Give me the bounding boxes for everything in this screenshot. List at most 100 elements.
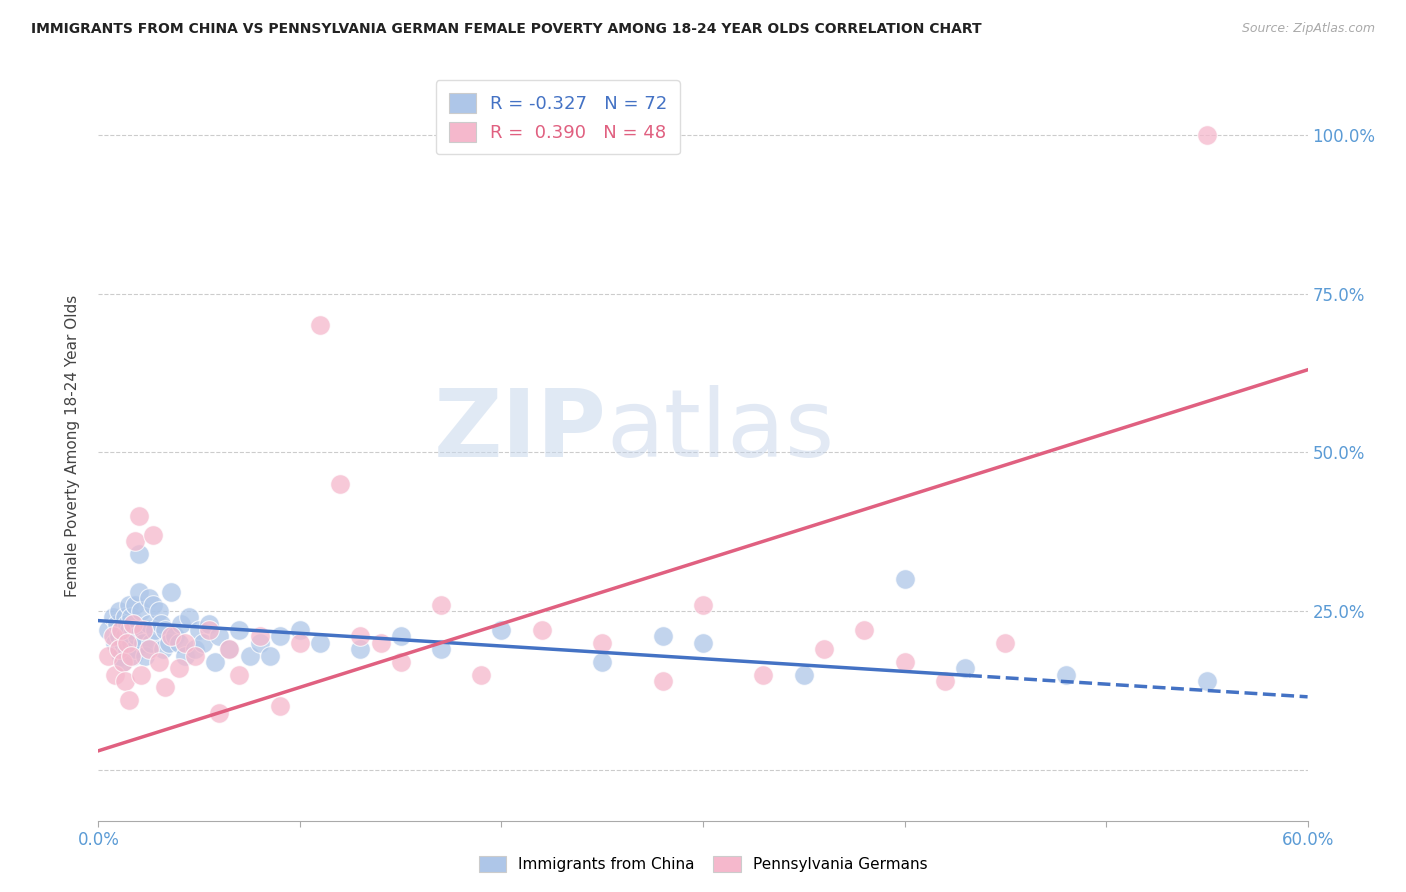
Point bbox=[218, 642, 240, 657]
Point bbox=[124, 642, 146, 657]
Point bbox=[288, 636, 311, 650]
Point bbox=[110, 623, 132, 637]
Point bbox=[651, 630, 673, 644]
Point bbox=[101, 610, 124, 624]
Legend: R = -0.327   N = 72, R =  0.390   N = 48: R = -0.327 N = 72, R = 0.390 N = 48 bbox=[436, 80, 681, 154]
Point bbox=[138, 616, 160, 631]
Point bbox=[793, 667, 815, 681]
Point bbox=[129, 604, 152, 618]
Point bbox=[288, 623, 311, 637]
Point bbox=[752, 667, 775, 681]
Point bbox=[118, 598, 141, 612]
Point bbox=[111, 655, 134, 669]
Point bbox=[813, 642, 835, 657]
Point bbox=[160, 585, 183, 599]
Point bbox=[142, 598, 165, 612]
Point bbox=[853, 623, 876, 637]
Point bbox=[120, 610, 142, 624]
Point bbox=[101, 630, 124, 644]
Point bbox=[121, 648, 143, 663]
Point bbox=[152, 642, 174, 657]
Point bbox=[121, 623, 143, 637]
Point bbox=[124, 598, 146, 612]
Point bbox=[107, 642, 129, 657]
Point bbox=[132, 636, 155, 650]
Point bbox=[329, 477, 352, 491]
Point bbox=[249, 630, 271, 644]
Point bbox=[129, 667, 152, 681]
Point bbox=[198, 616, 221, 631]
Point bbox=[148, 604, 170, 618]
Point bbox=[107, 630, 129, 644]
Point bbox=[157, 636, 180, 650]
Point bbox=[389, 630, 412, 644]
Point bbox=[651, 673, 673, 688]
Point bbox=[591, 655, 613, 669]
Point bbox=[153, 623, 176, 637]
Point bbox=[107, 604, 129, 618]
Point bbox=[188, 623, 211, 637]
Point bbox=[184, 648, 207, 663]
Point bbox=[110, 648, 132, 663]
Point bbox=[148, 655, 170, 669]
Point bbox=[530, 623, 553, 637]
Point bbox=[115, 642, 138, 657]
Point bbox=[349, 630, 371, 644]
Point bbox=[149, 616, 172, 631]
Point bbox=[591, 636, 613, 650]
Point bbox=[934, 673, 956, 688]
Point bbox=[228, 667, 250, 681]
Point bbox=[430, 642, 453, 657]
Point bbox=[198, 623, 221, 637]
Point bbox=[107, 642, 129, 657]
Point bbox=[1054, 667, 1077, 681]
Point bbox=[128, 585, 150, 599]
Point bbox=[167, 636, 190, 650]
Point bbox=[160, 630, 183, 644]
Point bbox=[692, 636, 714, 650]
Point bbox=[389, 655, 412, 669]
Point bbox=[97, 648, 120, 663]
Point bbox=[111, 655, 134, 669]
Point bbox=[228, 623, 250, 637]
Point bbox=[120, 648, 142, 663]
Point bbox=[128, 508, 150, 523]
Point bbox=[309, 318, 332, 333]
Point bbox=[370, 636, 392, 650]
Text: Source: ZipAtlas.com: Source: ZipAtlas.com bbox=[1241, 22, 1375, 36]
Text: ZIP: ZIP bbox=[433, 385, 606, 477]
Point bbox=[204, 655, 226, 669]
Point bbox=[692, 598, 714, 612]
Y-axis label: Female Poverty Among 18-24 Year Olds: Female Poverty Among 18-24 Year Olds bbox=[65, 295, 80, 597]
Point bbox=[259, 648, 281, 663]
Point bbox=[430, 598, 453, 612]
Point bbox=[125, 630, 148, 644]
Point bbox=[309, 636, 332, 650]
Legend: Immigrants from China, Pennsylvania Germans: Immigrants from China, Pennsylvania Germ… bbox=[471, 848, 935, 880]
Point bbox=[132, 623, 155, 637]
Point bbox=[269, 699, 291, 714]
Point bbox=[1195, 128, 1218, 142]
Point bbox=[111, 636, 134, 650]
Point bbox=[114, 630, 136, 644]
Point bbox=[249, 636, 271, 650]
Point bbox=[114, 610, 136, 624]
Point bbox=[218, 642, 240, 657]
Point bbox=[167, 661, 190, 675]
Point bbox=[118, 693, 141, 707]
Point bbox=[138, 591, 160, 606]
Point bbox=[893, 572, 915, 586]
Point bbox=[118, 623, 141, 637]
Point bbox=[114, 673, 136, 688]
Text: IMMIGRANTS FROM CHINA VS PENNSYLVANIA GERMAN FEMALE POVERTY AMONG 18-24 YEAR OLD: IMMIGRANTS FROM CHINA VS PENNSYLVANIA GE… bbox=[31, 22, 981, 37]
Point bbox=[269, 630, 291, 644]
Point bbox=[120, 636, 142, 650]
Point bbox=[115, 636, 138, 650]
Point bbox=[115, 616, 138, 631]
Point bbox=[174, 636, 197, 650]
Point bbox=[105, 616, 128, 631]
Point bbox=[163, 630, 186, 644]
Point bbox=[103, 636, 125, 650]
Point bbox=[208, 706, 231, 720]
Point bbox=[893, 655, 915, 669]
